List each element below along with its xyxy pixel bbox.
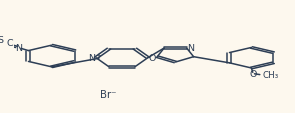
Text: C: C xyxy=(6,39,13,48)
Text: N: N xyxy=(88,54,95,63)
Text: N: N xyxy=(15,44,22,53)
Text: +: + xyxy=(95,53,101,59)
Text: O: O xyxy=(249,69,256,78)
Text: O: O xyxy=(148,53,156,62)
Text: N: N xyxy=(187,44,194,52)
Text: CH₃: CH₃ xyxy=(262,71,278,80)
Text: Br⁻: Br⁻ xyxy=(100,89,116,99)
Text: S: S xyxy=(0,35,4,44)
